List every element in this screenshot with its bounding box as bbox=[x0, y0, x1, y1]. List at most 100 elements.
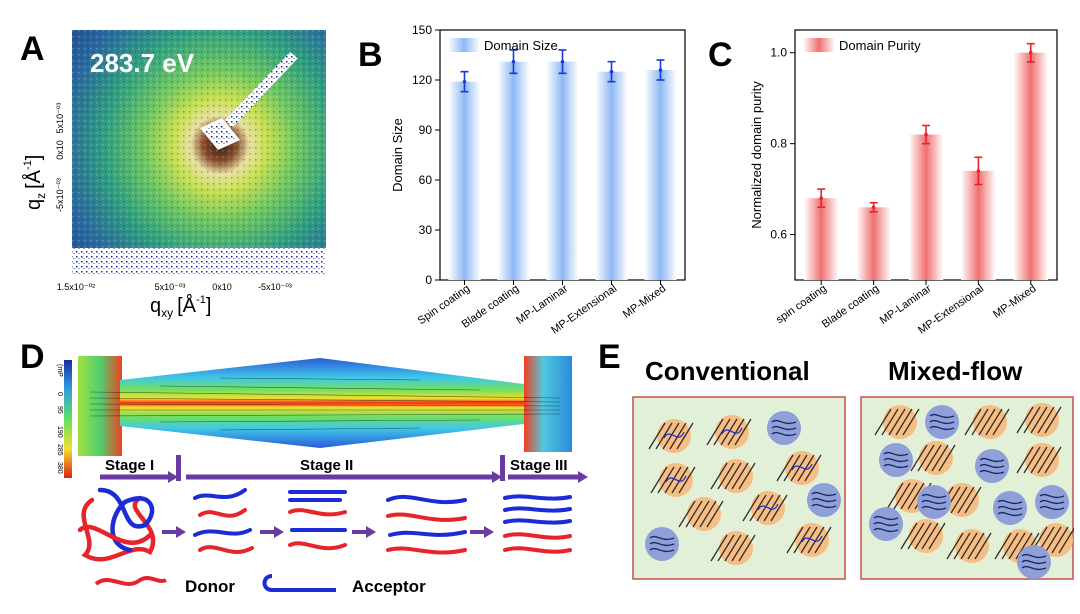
bar bbox=[546, 61, 579, 280]
donor-domain bbox=[710, 459, 756, 493]
donor-domain bbox=[710, 531, 756, 565]
panel-label-b: B bbox=[358, 36, 383, 74]
a-xtick: 5x10⁻⁰³ bbox=[155, 282, 186, 292]
donor-domain bbox=[742, 491, 788, 525]
donor-domain bbox=[650, 463, 696, 497]
donor-domain bbox=[648, 419, 694, 453]
data-point bbox=[976, 169, 981, 173]
donor-domain bbox=[1030, 523, 1074, 557]
a-ytick: -5x10⁻⁰³ bbox=[55, 178, 65, 212]
inlet-region bbox=[78, 356, 122, 456]
data-point bbox=[462, 79, 467, 84]
acceptor-domain bbox=[807, 483, 841, 517]
y-axis-label: Domain Size bbox=[390, 118, 405, 192]
donor-label: Donor bbox=[185, 577, 235, 596]
bar bbox=[497, 61, 530, 280]
colorbar-label: (mP bbox=[56, 364, 63, 377]
stage-2-label: Stage II bbox=[300, 457, 353, 474]
y-tick-label: 1.0 bbox=[770, 46, 787, 60]
a-xlabel: qxy [Å-1] bbox=[150, 294, 211, 320]
x-tick-label: Blade coating bbox=[820, 283, 881, 331]
donor-domain bbox=[900, 519, 946, 553]
acceptor-label: Acceptor bbox=[352, 577, 426, 596]
polymer-stage-2c bbox=[386, 494, 467, 555]
y-tick-label: 120 bbox=[412, 73, 432, 87]
donor-domain bbox=[910, 441, 956, 475]
acceptor-domain bbox=[767, 411, 801, 445]
a-xtick: 1.5x10⁻⁰² bbox=[57, 282, 95, 292]
donor-domain bbox=[946, 529, 992, 563]
a-ytick: 0x10 bbox=[55, 140, 65, 160]
data-point bbox=[658, 68, 663, 72]
panel-a-scattering: 283.7 eV 5x10⁻⁰³ 0x10 -5x10⁻⁰³ 1.5x10⁻⁰²… bbox=[22, 30, 326, 320]
acceptor-domain bbox=[975, 449, 1009, 483]
colorbar-tick: 0 bbox=[56, 392, 63, 396]
donor-domain bbox=[706, 415, 752, 449]
process-arrows bbox=[162, 526, 494, 538]
acceptor-domain bbox=[879, 443, 913, 477]
data-point bbox=[609, 69, 614, 74]
legend-swatch bbox=[803, 38, 835, 52]
acceptor-domain bbox=[869, 507, 903, 541]
y-tick-label: 60 bbox=[419, 173, 433, 187]
panel-label-e: E bbox=[598, 338, 621, 376]
acceptor-domain bbox=[925, 405, 959, 439]
data-point bbox=[1029, 50, 1033, 55]
y-tick-label: 30 bbox=[419, 223, 433, 237]
a-xtick: 0x10 bbox=[212, 282, 232, 292]
colorbar-tick: 190 bbox=[56, 426, 63, 438]
stage-3-label: Stage III bbox=[510, 457, 568, 474]
conventional-morphology bbox=[632, 396, 846, 580]
data-point bbox=[511, 59, 516, 64]
acceptor-domain bbox=[993, 491, 1027, 525]
donor-domain bbox=[776, 451, 822, 485]
colorbar-tick: 95 bbox=[56, 406, 63, 414]
y-tick-label: 150 bbox=[412, 23, 432, 37]
data-point bbox=[560, 59, 565, 64]
a-xtick: -5x10⁻⁰³ bbox=[258, 282, 292, 292]
legend-label: Domain Size bbox=[484, 38, 558, 53]
acceptor-domain bbox=[1017, 545, 1051, 579]
a-ytick: 5x10⁻⁰³ bbox=[55, 103, 65, 134]
data-point bbox=[819, 196, 823, 200]
donor-domain bbox=[786, 523, 832, 557]
y-tick-label: 0 bbox=[425, 273, 432, 287]
donor-domain bbox=[1016, 403, 1062, 437]
donor-icon bbox=[94, 576, 167, 586]
flow-channel bbox=[120, 358, 524, 448]
polymer-stage-1 bbox=[77, 487, 156, 562]
bar bbox=[448, 81, 481, 281]
acceptor-domain bbox=[645, 527, 679, 561]
x-tick-label: MP-Mixed bbox=[621, 283, 668, 321]
panel-d-flow: (mP 0 95 190 285 380 Stage I Stage II St… bbox=[56, 356, 588, 596]
data-point bbox=[924, 132, 928, 137]
detector-gap bbox=[72, 248, 326, 276]
panel-label-d: D bbox=[20, 338, 45, 376]
y-tick-label: 0.6 bbox=[770, 228, 787, 242]
acceptor-icon bbox=[262, 574, 336, 592]
polymer-stage-2a bbox=[193, 488, 254, 554]
bar bbox=[595, 71, 628, 281]
y-axis-label: Normalized domain purity bbox=[749, 81, 764, 229]
bar bbox=[644, 70, 677, 280]
donor-domain bbox=[964, 405, 1010, 439]
panel-label-a: A bbox=[20, 30, 45, 68]
y-tick-label: 90 bbox=[419, 123, 433, 137]
mixed-flow-morphology bbox=[860, 396, 1074, 580]
bar bbox=[856, 207, 891, 280]
beamstop bbox=[200, 52, 298, 150]
legend-label: Domain Purity bbox=[839, 38, 921, 53]
stage-1-label: Stage I bbox=[105, 457, 154, 474]
stage-arrows bbox=[100, 455, 588, 483]
bar bbox=[908, 134, 944, 280]
donor-domain bbox=[678, 497, 724, 531]
y-tick-label: 0.8 bbox=[770, 137, 787, 151]
panel-label-c: C bbox=[708, 36, 733, 74]
conventional-title: Conventional bbox=[645, 356, 810, 386]
colorbar-tick: 285 bbox=[56, 444, 63, 456]
donor-domain bbox=[1016, 443, 1062, 477]
mixed-flow-title: Mixed-flow bbox=[888, 356, 1023, 386]
bar bbox=[1013, 52, 1049, 281]
